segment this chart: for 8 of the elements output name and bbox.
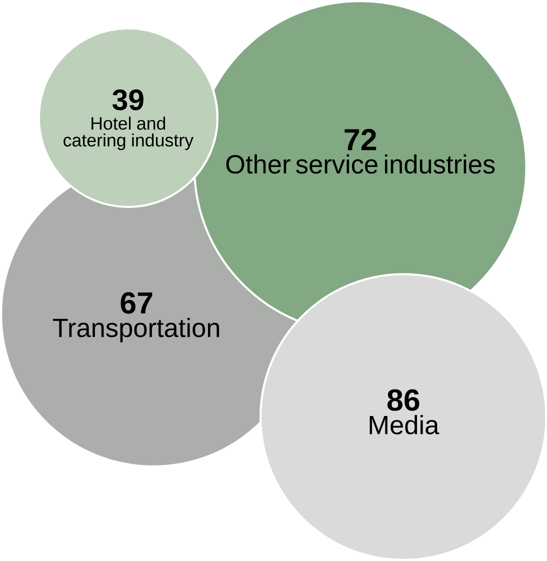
- category-label: Transportation: [52, 318, 219, 342]
- data-label: 86: [387, 389, 420, 411]
- category-label: Other service industries: [226, 154, 494, 174]
- category-label: Hotel and catering industry: [63, 116, 194, 150]
- data-label: 39: [112, 89, 144, 110]
- category-label: Media: [370, 415, 440, 434]
- data-label: 67: [120, 292, 152, 314]
- data-label: 72: [344, 128, 376, 150]
